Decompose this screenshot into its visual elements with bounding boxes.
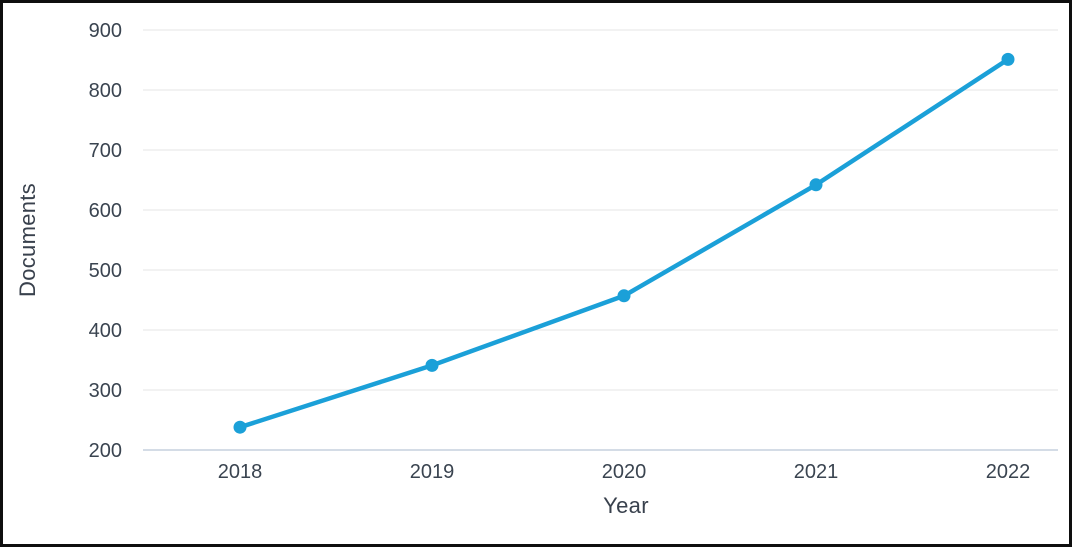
x-tick-label: 2021 (794, 461, 839, 483)
trend-line (237, 57, 1011, 430)
x-tick-label: 2018 (218, 461, 263, 483)
x-tick-label: 2019 (410, 461, 455, 483)
y-tick-label: 800 (89, 80, 122, 102)
y-tick-label: 600 (89, 200, 122, 222)
data-point-2021[interactable] (809, 178, 823, 192)
data-point-2020[interactable] (617, 289, 631, 303)
x-tick-label: 2020 (602, 461, 647, 483)
x-tick-label: 2022 (986, 461, 1031, 483)
y-axis-title: Documents (15, 183, 40, 297)
y-tick-label: 300 (89, 380, 122, 402)
y-tick-label: 400 (89, 320, 122, 342)
x-axis-title: Year (603, 493, 649, 518)
y-tick-label: 200 (89, 440, 122, 462)
data-point-2022[interactable] (1001, 52, 1015, 66)
y-tick-label: 700 (89, 140, 122, 162)
y-tick-label: 500 (89, 260, 122, 282)
y-tick-label: 900 (89, 20, 122, 42)
data-point-2018[interactable] (233, 420, 247, 434)
data-point-2019[interactable] (425, 358, 439, 372)
